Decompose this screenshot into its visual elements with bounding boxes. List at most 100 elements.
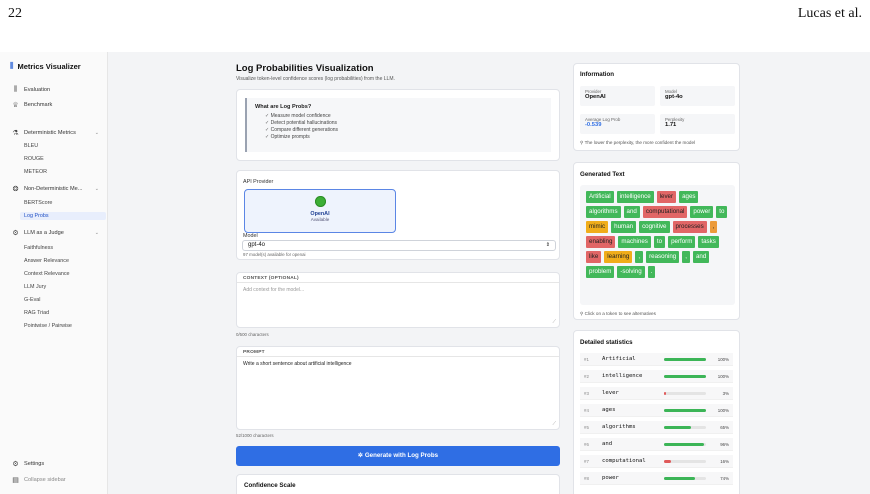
token[interactable]: Artificial: [586, 191, 614, 203]
token[interactable]: .: [647, 266, 656, 278]
bar-chart-icon: ⫼: [13, 86, 18, 93]
probability-fill: [664, 477, 696, 480]
provider-openai-option[interactable]: OpenAI Available: [244, 189, 396, 233]
nav-pointwise-pairwise[interactable]: Pointwise / Pairwise: [24, 323, 72, 329]
robot-icon: ⚙: [12, 230, 19, 237]
nav-benchmark[interactable]: ♕ Benchmark: [12, 101, 52, 109]
token[interactable]: ,: [709, 221, 718, 233]
stat-row[interactable]: #5 algorithms 65%: [580, 421, 733, 434]
stat-row[interactable]: #2 intelligence 100%: [580, 370, 733, 383]
perplexity-note-text: The lower the perplexity, the more confi…: [584, 140, 696, 145]
token[interactable]: intelligence: [616, 191, 654, 203]
nav-rag-triad[interactable]: RAG Triad: [24, 310, 50, 316]
token[interactable]: perform: [668, 236, 696, 248]
stat-index: #2: [584, 373, 589, 379]
token[interactable]: algorithms: [586, 206, 621, 218]
nav-bertscore[interactable]: BERTScore: [24, 200, 53, 206]
nav-bleu[interactable]: BLEU: [24, 143, 39, 149]
probability-fill: [664, 409, 706, 412]
token[interactable]: machines: [618, 236, 651, 248]
stat-index: #4: [584, 407, 589, 413]
token[interactable]: tasks: [698, 236, 719, 248]
stat-token: Artificial: [602, 356, 636, 362]
info-heading: What are Log Probs?: [255, 104, 312, 110]
token[interactable]: ages: [679, 191, 699, 203]
probability-fill: [664, 392, 666, 395]
token[interactable]: lever: [656, 191, 677, 203]
token[interactable]: -solving: [617, 266, 645, 278]
resize-handle-icon[interactable]: ⟋: [552, 421, 556, 427]
token[interactable]: learning: [604, 251, 633, 263]
collapse-sidebar-button[interactable]: ▤ Collapse sidebar: [12, 476, 65, 484]
model-select[interactable]: gpt-4o ⇕: [242, 240, 556, 251]
nav-logprobs[interactable]: Log Probs: [20, 212, 106, 220]
token[interactable]: ,: [635, 251, 644, 263]
stat-percent: 100%: [717, 407, 729, 413]
provider-name: OpenAI: [310, 211, 330, 217]
nav-settings[interactable]: ⚙ Settings: [12, 460, 44, 468]
perplexity-value: 1.71: [665, 122, 677, 128]
prompt-field[interactable]: PROMPT Write a short sentence about arti…: [236, 346, 560, 430]
token[interactable]: computational: [642, 206, 688, 218]
nav-llm-jury[interactable]: LLM Jury: [24, 284, 47, 290]
model-value: gpt-4o: [665, 94, 683, 100]
resize-handle-icon[interactable]: ⟋: [552, 319, 556, 325]
api-provider-label: API Provider: [243, 179, 274, 185]
token[interactable]: and: [623, 206, 640, 218]
nav-context-relevance[interactable]: Context Relevance: [24, 271, 70, 277]
gear-icon: ⚙: [12, 461, 19, 468]
token[interactable]: mimic: [586, 221, 609, 233]
nav-evaluation[interactable]: ⫼ Evaluation: [12, 86, 50, 94]
information-card: Information Provider OpenAI Model gpt-4o…: [573, 63, 740, 151]
token[interactable]: to: [716, 206, 728, 218]
token[interactable]: like: [586, 251, 602, 263]
nav-deterministic[interactable]: ⚗ Deterministic Metrics: [12, 129, 76, 137]
avg-logprob-value: -0.539: [585, 122, 602, 128]
token[interactable]: enabling: [586, 236, 616, 248]
nav-judge[interactable]: ⚙ LLM as a Judge: [12, 229, 63, 237]
stat-row[interactable]: #7 computational 16%: [580, 455, 733, 468]
probability-bar: [664, 477, 706, 480]
nav-nondeterministic-label: Non-Deterministic Me...: [24, 186, 83, 192]
nav-answer-relevance[interactable]: Answer Relevance: [24, 258, 69, 264]
stat-percent: 16%: [720, 458, 729, 464]
stat-row[interactable]: #8 power 74%: [580, 472, 733, 485]
probability-fill: [664, 358, 706, 361]
context-label: CONTEXT (OPTIONAL): [237, 273, 559, 283]
token[interactable]: problem: [586, 266, 615, 278]
page-title: Log Probabilities Visualization: [236, 63, 374, 74]
stat-row[interactable]: #4 ages 100%: [580, 404, 733, 417]
nav-nondeterministic[interactable]: ❂ Non-Deterministic Me...: [12, 185, 83, 193]
token[interactable]: processes: [672, 221, 707, 233]
token[interactable]: human: [611, 221, 637, 233]
token[interactable]: cognitive: [639, 221, 670, 233]
perplexity-stat: Perplexity 1.71: [660, 114, 735, 134]
stat-index: #6: [584, 441, 589, 447]
chevron-down-icon[interactable]: ⌄: [94, 186, 99, 192]
sidebar-collapse-icon: ▤: [12, 477, 19, 484]
information-title: Information: [580, 71, 615, 78]
token[interactable]: reasoning: [646, 251, 680, 263]
app-screenshot: ⫼ Metrics Visualizer ⫼ Evaluation ♕ Benc…: [0, 52, 870, 494]
probability-fill: [664, 375, 706, 378]
chart-icon: ⫼: [10, 61, 14, 70]
confidence-scale-card: Confidence Scale: [236, 474, 560, 494]
stat-row[interactable]: #1 Artificial 100%: [580, 353, 733, 366]
context-field[interactable]: CONTEXT (OPTIONAL) Add context for the m…: [236, 272, 560, 328]
token[interactable]: to: [653, 236, 666, 248]
token[interactable]: power: [690, 206, 714, 218]
chevron-down-icon[interactable]: ⌄: [94, 230, 99, 236]
sparkle-icon: ✲: [357, 452, 365, 459]
nav-faithfulness[interactable]: Faithfulness: [24, 245, 54, 251]
nav-rouge[interactable]: ROUGE: [24, 156, 44, 162]
app-brand[interactable]: ⫼ Metrics Visualizer: [10, 61, 81, 71]
token[interactable]: ,: [682, 251, 690, 263]
nav-meteor[interactable]: METEOR: [24, 169, 48, 175]
nav-g-eval[interactable]: G-Eval: [24, 297, 41, 303]
model-key: Model: [665, 89, 677, 94]
stat-row[interactable]: #3 lever 3%: [580, 387, 733, 400]
stat-row[interactable]: #6 and 96%: [580, 438, 733, 451]
chevron-down-icon[interactable]: ⌄: [94, 130, 99, 136]
generate-button[interactable]: ✲ Generate with Log Probs: [236, 446, 560, 466]
token[interactable]: and: [692, 251, 710, 263]
